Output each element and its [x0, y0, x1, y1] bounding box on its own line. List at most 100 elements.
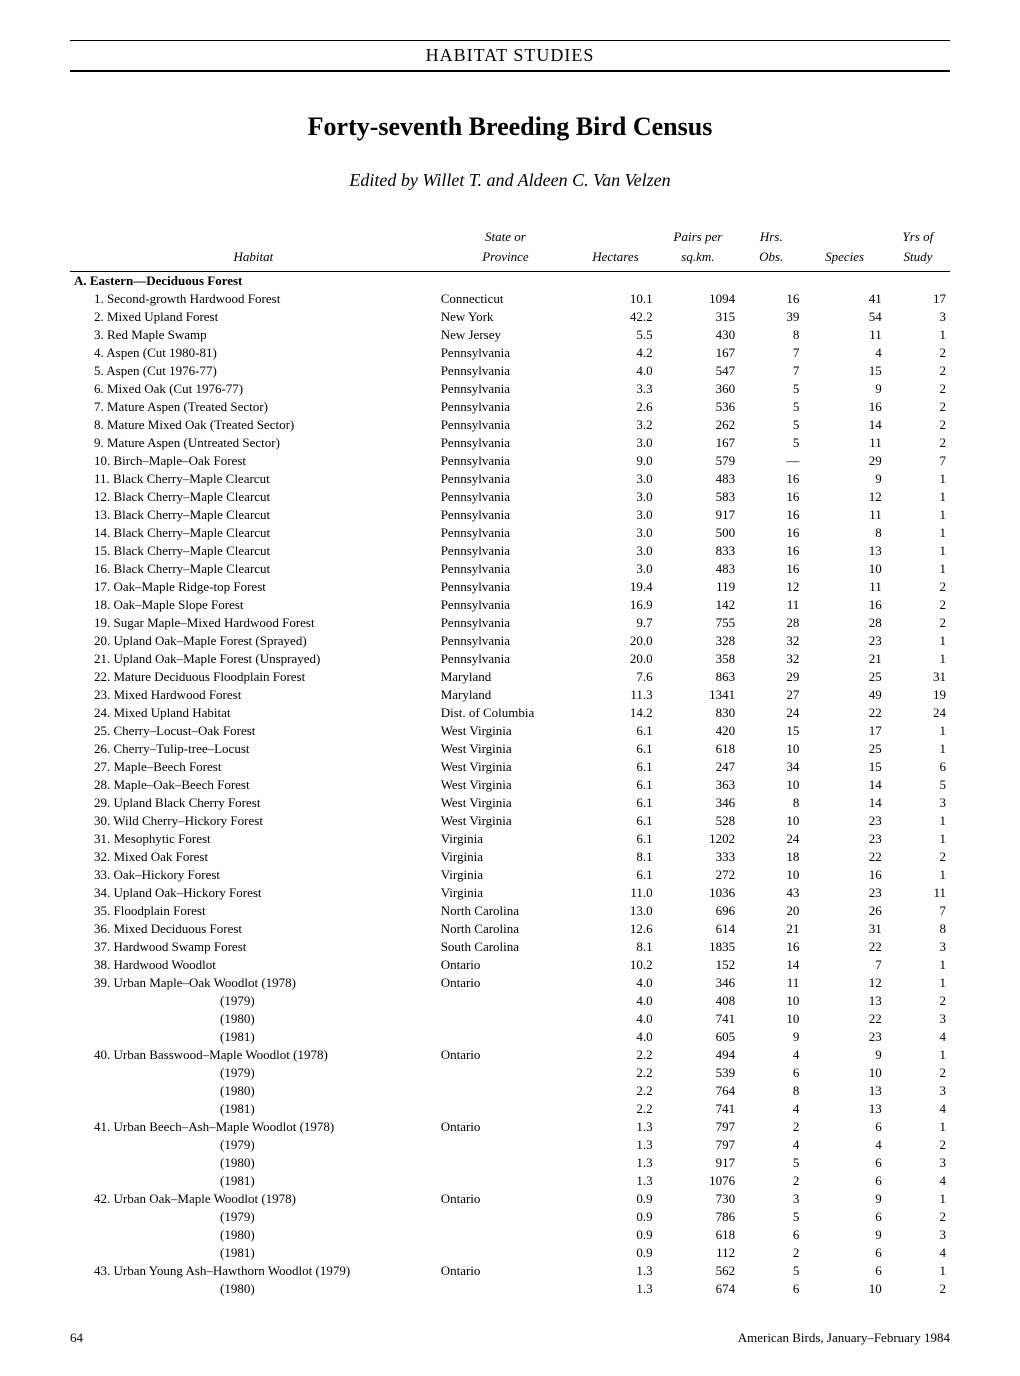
- hrs-cell: 8: [739, 794, 803, 812]
- col-state-top: State or: [437, 227, 575, 247]
- pairs-cell: 1202: [657, 830, 739, 848]
- habitat-cell: 38. Hardwood Woodlot: [70, 956, 437, 974]
- province-cell: [437, 1136, 575, 1154]
- habitat-cell: 24. Mixed Upland Habitat: [70, 704, 437, 722]
- hectares-cell: 7.6: [574, 668, 656, 686]
- province-cell: Pennsylvania: [437, 632, 575, 650]
- province-cell: Virginia: [437, 830, 575, 848]
- province-cell: Pennsylvania: [437, 578, 575, 596]
- table-row: 18. Oak–Maple Slope ForestPennsylvania16…: [70, 596, 950, 614]
- hectares-cell: 2.2: [574, 1064, 656, 1082]
- yrs-cell: 24: [886, 704, 950, 722]
- pairs-cell: 547: [657, 362, 739, 380]
- habitat-cell: 26. Cherry–Tulip-tree–Locust: [70, 740, 437, 758]
- pairs-cell: 1076: [657, 1172, 739, 1190]
- pairs-cell: 420: [657, 722, 739, 740]
- province-cell: Maryland: [437, 686, 575, 704]
- hrs-cell: 24: [739, 830, 803, 848]
- species-cell: 11: [803, 434, 885, 452]
- hectares-cell: 3.0: [574, 434, 656, 452]
- yrs-cell: 4: [886, 1028, 950, 1046]
- province-cell: Pennsylvania: [437, 524, 575, 542]
- pairs-cell: 142: [657, 596, 739, 614]
- hrs-cell: 7: [739, 344, 803, 362]
- province-cell: Pennsylvania: [437, 506, 575, 524]
- yrs-cell: 17: [886, 290, 950, 308]
- hrs-cell: 6: [739, 1226, 803, 1244]
- species-cell: 4: [803, 344, 885, 362]
- hectares-cell: 1.3: [574, 1136, 656, 1154]
- habitat-cell: 20. Upland Oak–Maple Forest (Sprayed): [70, 632, 437, 650]
- habitat-cell: 27. Maple–Beech Forest: [70, 758, 437, 776]
- habitat-cell: (1980): [70, 1154, 437, 1172]
- province-cell: [437, 1226, 575, 1244]
- hrs-cell: 43: [739, 884, 803, 902]
- province-cell: West Virginia: [437, 812, 575, 830]
- table-row: 14. Black Cherry–Maple ClearcutPennsylva…: [70, 524, 950, 542]
- species-cell: 22: [803, 704, 885, 722]
- hectares-cell: 16.9: [574, 596, 656, 614]
- table-row: 8. Mature Mixed Oak (Treated Sector)Penn…: [70, 416, 950, 434]
- page-number: 64: [70, 1330, 83, 1346]
- col-species: Species: [803, 227, 885, 267]
- table-row: 42. Urban Oak–Maple Woodlot (1978)Ontari…: [70, 1190, 950, 1208]
- species-cell: 14: [803, 794, 885, 812]
- province-cell: Pennsylvania: [437, 380, 575, 398]
- table-row: (1980)1.3917563: [70, 1154, 950, 1172]
- province-cell: [437, 1064, 575, 1082]
- hectares-cell: 4.0: [574, 992, 656, 1010]
- yrs-cell: 1: [886, 560, 950, 578]
- hrs-cell: 27: [739, 686, 803, 704]
- species-cell: 22: [803, 938, 885, 956]
- yrs-cell: 1: [886, 650, 950, 668]
- table-row: 3. Red Maple SwampNew Jersey5.54308111: [70, 326, 950, 344]
- habitat-cell: (1980): [70, 1226, 437, 1244]
- hectares-cell: 6.1: [574, 776, 656, 794]
- habitat-cell: 31. Mesophytic Forest: [70, 830, 437, 848]
- pairs-cell: 562: [657, 1262, 739, 1280]
- hectares-cell: 4.0: [574, 1010, 656, 1028]
- table-row: (1981)1.31076264: [70, 1172, 950, 1190]
- table-row: 7. Mature Aspen (Treated Sector)Pennsylv…: [70, 398, 950, 416]
- habitat-cell: 42. Urban Oak–Maple Woodlot (1978): [70, 1190, 437, 1208]
- hectares-cell: 2.2: [574, 1046, 656, 1064]
- hrs-cell: 10: [739, 776, 803, 794]
- table-row: 31. Mesophytic ForestVirginia6.112022423…: [70, 830, 950, 848]
- hrs-cell: 16: [739, 524, 803, 542]
- yrs-cell: 1: [886, 524, 950, 542]
- yrs-cell: 1: [886, 1262, 950, 1280]
- col-hrs-bot: Obs.: [739, 247, 803, 267]
- pairs-cell: 430: [657, 326, 739, 344]
- hectares-cell: 10.2: [574, 956, 656, 974]
- hrs-cell: 34: [739, 758, 803, 776]
- pairs-cell: 167: [657, 344, 739, 362]
- province-cell: [437, 1028, 575, 1046]
- pairs-cell: 262: [657, 416, 739, 434]
- province-cell: New York: [437, 308, 575, 326]
- province-cell: New Jersey: [437, 326, 575, 344]
- habitat-cell: 1. Second-growth Hardwood Forest: [70, 290, 437, 308]
- yrs-cell: 1: [886, 812, 950, 830]
- habitat-cell: 11. Black Cherry–Maple Clearcut: [70, 470, 437, 488]
- yrs-cell: 1: [886, 470, 950, 488]
- hectares-cell: 6.1: [574, 830, 656, 848]
- habitat-cell: 37. Hardwood Swamp Forest: [70, 938, 437, 956]
- species-cell: 25: [803, 668, 885, 686]
- hectares-cell: 11.0: [574, 884, 656, 902]
- table-row: 2. Mixed Upland ForestNew York42.2315395…: [70, 308, 950, 326]
- habitat-cell: 5. Aspen (Cut 1976-77): [70, 362, 437, 380]
- habitat-cell: 25. Cherry–Locust–Oak Forest: [70, 722, 437, 740]
- habitat-cell: 43. Urban Young Ash–Hawthorn Woodlot (19…: [70, 1262, 437, 1280]
- habitat-cell: (1981): [70, 1244, 437, 1262]
- hectares-cell: 8.1: [574, 938, 656, 956]
- col-state-bot: Province: [437, 247, 575, 267]
- table-row: 36. Mixed Deciduous ForestNorth Carolina…: [70, 920, 950, 938]
- hrs-cell: 11: [739, 974, 803, 992]
- hrs-cell: 12: [739, 578, 803, 596]
- species-cell: 16: [803, 596, 885, 614]
- yrs-cell: 2: [886, 398, 950, 416]
- yrs-cell: 2: [886, 344, 950, 362]
- province-cell: Pennsylvania: [437, 614, 575, 632]
- province-cell: Pennsylvania: [437, 452, 575, 470]
- species-cell: 13: [803, 1082, 885, 1100]
